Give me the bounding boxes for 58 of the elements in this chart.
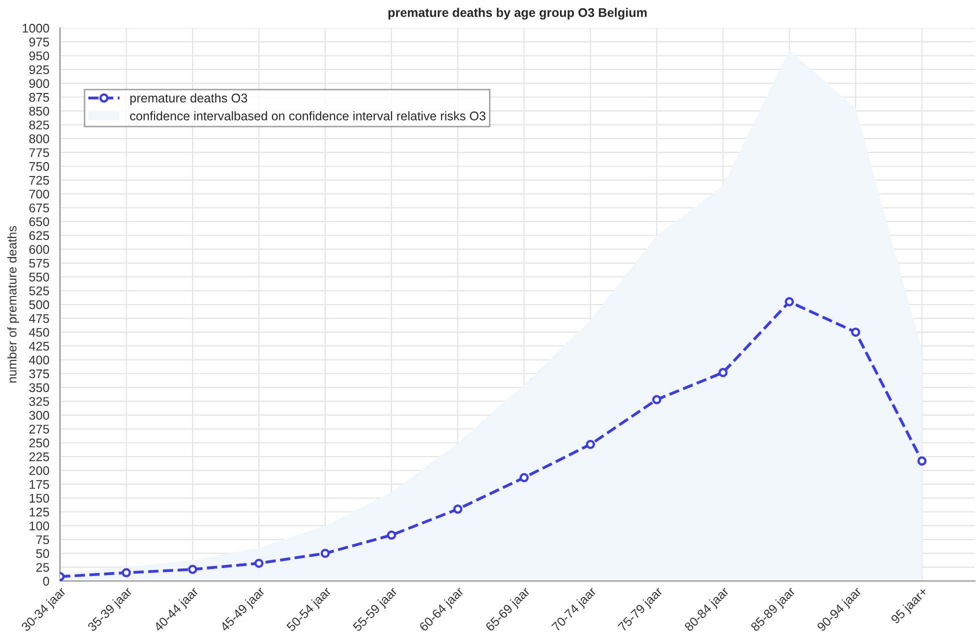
point bbox=[453, 504, 462, 514]
y-tick-label: 25 bbox=[36, 562, 50, 572]
y-tick-label: 450 bbox=[29, 328, 50, 337]
point bbox=[320, 548, 330, 558]
y-tick-label: 225 bbox=[29, 452, 50, 462]
point bbox=[851, 328, 860, 337]
y-tick-label: 700 bbox=[29, 190, 50, 199]
y-tick-label: 150 bbox=[30, 494, 50, 503]
y-tick-label: 725 bbox=[29, 176, 50, 185]
y-tick-label: 50 bbox=[36, 549, 50, 558]
y-tick-label: 400 bbox=[29, 356, 50, 364]
y-tick-label: 200 bbox=[29, 466, 50, 476]
y-tick-label: 425 bbox=[29, 342, 50, 351]
y-tick-label: 925 bbox=[29, 65, 50, 74]
y-tick-label: 600 bbox=[29, 245, 50, 254]
legend-label: premature deaths O3 bbox=[130, 93, 248, 105]
y-tick-label: 75 bbox=[36, 535, 50, 544]
y-tick-label: 900 bbox=[29, 79, 50, 88]
point bbox=[586, 440, 596, 449]
point bbox=[386, 530, 396, 540]
y-tick-label: 100 bbox=[30, 522, 50, 530]
y-tick-label: 375 bbox=[29, 369, 50, 378]
y-tick-label: 175 bbox=[30, 480, 50, 489]
y-tick-label: 800 bbox=[29, 134, 50, 144]
y-tick-label: 300 bbox=[29, 410, 50, 420]
legend-label: confidence intervalbased on confidence interval relative risks O3 bbox=[130, 111, 486, 120]
y-tick-label: 950 bbox=[29, 51, 50, 60]
y-tick-label: 550 bbox=[29, 272, 50, 282]
y-tick-label: 325 bbox=[29, 397, 50, 406]
y-tick-label: 1000 bbox=[22, 24, 50, 33]
point bbox=[122, 568, 131, 578]
y-tick-label: 350 bbox=[29, 383, 50, 392]
y-tick-label: 525 bbox=[29, 286, 50, 296]
point bbox=[652, 395, 662, 404]
y-axis-title: number of premature deaths bbox=[7, 226, 19, 383]
y-tick-label: 625 bbox=[29, 231, 50, 240]
y-tick-label: 675 bbox=[29, 204, 50, 212]
y-tick-label: 500 bbox=[29, 300, 50, 310]
point bbox=[520, 473, 529, 482]
y-tick-label: 775 bbox=[29, 148, 50, 158]
y-tick-label: 750 bbox=[29, 162, 50, 171]
point bbox=[917, 456, 927, 466]
y-tick-label: 650 bbox=[29, 217, 50, 226]
y-tick-label: 275 bbox=[29, 424, 50, 434]
point bbox=[784, 297, 794, 306]
y-tick-label: 250 bbox=[29, 438, 50, 448]
y-tick-label: 875 bbox=[29, 92, 50, 102]
y-tick-label: 0 bbox=[43, 576, 50, 586]
y-tick-label: 475 bbox=[29, 314, 50, 323]
y-tick-label: 975 bbox=[29, 38, 50, 46]
chart-title: premature deaths by age group O3 Belgium bbox=[388, 8, 647, 20]
y-tick-label: 575 bbox=[29, 258, 50, 268]
y-tick-label: 850 bbox=[29, 106, 50, 116]
point bbox=[718, 368, 728, 378]
y-tick-label: 125 bbox=[30, 508, 50, 517]
point bbox=[188, 564, 198, 574]
point bbox=[254, 558, 264, 568]
y-tick-label: 825 bbox=[29, 120, 50, 130]
